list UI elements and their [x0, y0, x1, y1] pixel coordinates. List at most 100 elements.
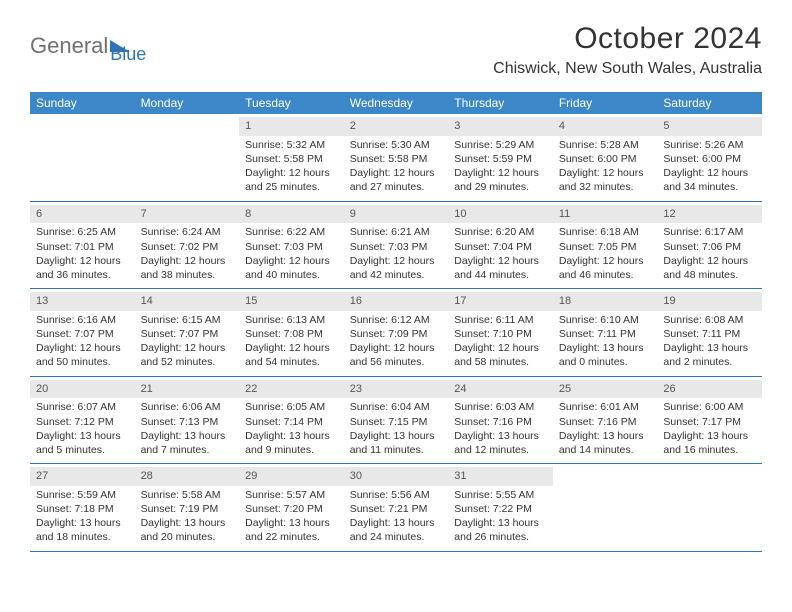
day-daylight2: and 36 minutes.: [36, 268, 129, 282]
day-number: 30: [344, 467, 449, 486]
day-daylight1: Daylight: 12 hours: [663, 254, 756, 268]
day-daylight2: and 9 minutes.: [245, 443, 338, 457]
day-daylight1: Daylight: 13 hours: [141, 516, 234, 530]
day-sunrise: Sunrise: 6:07 AM: [36, 400, 129, 414]
day-number: 1: [239, 117, 344, 136]
location-label: Chiswick, New South Wales, Australia: [493, 60, 762, 78]
day-daylight2: and 48 minutes.: [663, 268, 756, 282]
day-daylight2: and 20 minutes.: [141, 530, 234, 544]
day-sunset: Sunset: 7:05 PM: [559, 240, 652, 254]
day-number: 23: [344, 380, 449, 399]
day-daylight1: Daylight: 12 hours: [245, 341, 338, 355]
day-daylight1: Daylight: 12 hours: [559, 166, 652, 180]
day-number: 5: [657, 117, 762, 136]
day-cell: 3Sunrise: 5:29 AMSunset: 5:59 PMDaylight…: [448, 114, 553, 201]
day-sunset: Sunset: 7:18 PM: [36, 502, 129, 516]
day-daylight1: Daylight: 12 hours: [350, 254, 443, 268]
day-daylight1: Daylight: 13 hours: [663, 341, 756, 355]
day-number: 11: [553, 205, 658, 224]
day-number: 31: [448, 467, 553, 486]
day-sunset: Sunset: 7:10 PM: [454, 327, 547, 341]
day-daylight1: Daylight: 12 hours: [454, 166, 547, 180]
day-cell: 13Sunrise: 6:16 AMSunset: 7:07 PMDayligh…: [30, 289, 135, 376]
day-daylight2: and 29 minutes.: [454, 180, 547, 194]
day-sunset: Sunset: 7:11 PM: [559, 327, 652, 341]
day-number: 25: [553, 380, 658, 399]
day-sunset: Sunset: 7:07 PM: [141, 327, 234, 341]
week-row: 27Sunrise: 5:59 AMSunset: 7:18 PMDayligh…: [30, 464, 762, 552]
day-cell: 21Sunrise: 6:06 AMSunset: 7:13 PMDayligh…: [135, 377, 240, 464]
dayheader-mon: Monday: [135, 92, 240, 114]
day-cell: 20Sunrise: 6:07 AMSunset: 7:12 PMDayligh…: [30, 377, 135, 464]
day-number: 15: [239, 292, 344, 311]
day-sunrise: Sunrise: 6:11 AM: [454, 313, 547, 327]
day-cell: 22Sunrise: 6:05 AMSunset: 7:14 PMDayligh…: [239, 377, 344, 464]
day-cell: 8Sunrise: 6:22 AMSunset: 7:03 PMDaylight…: [239, 202, 344, 289]
day-sunrise: Sunrise: 6:20 AM: [454, 225, 547, 239]
day-sunset: Sunset: 7:01 PM: [36, 240, 129, 254]
day-number: 19: [657, 292, 762, 311]
day-number: 18: [553, 292, 658, 311]
day-sunrise: Sunrise: 5:55 AM: [454, 488, 547, 502]
day-daylight1: Daylight: 13 hours: [36, 516, 129, 530]
day-number: 3: [448, 117, 553, 136]
day-sunrise: Sunrise: 6:21 AM: [350, 225, 443, 239]
day-daylight1: Daylight: 12 hours: [141, 341, 234, 355]
day-daylight1: Daylight: 13 hours: [245, 429, 338, 443]
day-sunrise: Sunrise: 6:04 AM: [350, 400, 443, 414]
day-daylight1: Daylight: 12 hours: [245, 254, 338, 268]
day-daylight1: Daylight: 13 hours: [454, 516, 547, 530]
day-sunset: Sunset: 7:13 PM: [141, 415, 234, 429]
dayheader-fri: Friday: [553, 92, 658, 114]
day-sunset: Sunset: 5:58 PM: [350, 152, 443, 166]
day-sunset: Sunset: 5:58 PM: [245, 152, 338, 166]
logo-text-blue: Blue: [110, 44, 146, 65]
day-sunset: Sunset: 7:15 PM: [350, 415, 443, 429]
day-sunset: Sunset: 7:14 PM: [245, 415, 338, 429]
day-daylight2: and 24 minutes.: [350, 530, 443, 544]
day-sunrise: Sunrise: 6:24 AM: [141, 225, 234, 239]
day-sunrise: Sunrise: 5:26 AM: [663, 138, 756, 152]
week-row: 1Sunrise: 5:32 AMSunset: 5:58 PMDaylight…: [30, 114, 762, 202]
day-daylight2: and 16 minutes.: [663, 443, 756, 457]
day-daylight1: Daylight: 13 hours: [245, 516, 338, 530]
dayheader-sun: Sunday: [30, 92, 135, 114]
day-daylight2: and 27 minutes.: [350, 180, 443, 194]
day-sunset: Sunset: 7:09 PM: [350, 327, 443, 341]
dayheader-thu: Thursday: [448, 92, 553, 114]
day-daylight2: and 42 minutes.: [350, 268, 443, 282]
day-daylight2: and 34 minutes.: [663, 180, 756, 194]
day-daylight1: Daylight: 13 hours: [350, 429, 443, 443]
day-number: 26: [657, 380, 762, 399]
day-daylight1: Daylight: 12 hours: [454, 341, 547, 355]
day-sunrise: Sunrise: 5:30 AM: [350, 138, 443, 152]
day-number: 27: [30, 467, 135, 486]
day-sunrise: Sunrise: 6:13 AM: [245, 313, 338, 327]
day-sunrise: Sunrise: 6:06 AM: [141, 400, 234, 414]
day-cell: 2Sunrise: 5:30 AMSunset: 5:58 PMDaylight…: [344, 114, 449, 201]
day-daylight1: Daylight: 13 hours: [350, 516, 443, 530]
day-sunrise: Sunrise: 5:28 AM: [559, 138, 652, 152]
day-daylight2: and 32 minutes.: [559, 180, 652, 194]
day-number: 4: [553, 117, 658, 136]
day-cell: 28Sunrise: 5:58 AMSunset: 7:19 PMDayligh…: [135, 464, 240, 551]
day-cell: [30, 114, 135, 201]
day-number: 13: [30, 292, 135, 311]
day-daylight1: Daylight: 13 hours: [141, 429, 234, 443]
day-sunset: Sunset: 7:02 PM: [141, 240, 234, 254]
day-daylight2: and 5 minutes.: [36, 443, 129, 457]
day-sunset: Sunset: 7:11 PM: [663, 327, 756, 341]
day-daylight1: Daylight: 12 hours: [350, 341, 443, 355]
day-sunrise: Sunrise: 5:57 AM: [245, 488, 338, 502]
day-sunset: Sunset: 7:07 PM: [36, 327, 129, 341]
day-cell: 12Sunrise: 6:17 AMSunset: 7:06 PMDayligh…: [657, 202, 762, 289]
day-cell: 15Sunrise: 6:13 AMSunset: 7:08 PMDayligh…: [239, 289, 344, 376]
day-sunrise: Sunrise: 5:58 AM: [141, 488, 234, 502]
day-daylight1: Daylight: 13 hours: [559, 429, 652, 443]
week-row: 20Sunrise: 6:07 AMSunset: 7:12 PMDayligh…: [30, 377, 762, 465]
day-daylight1: Daylight: 12 hours: [559, 254, 652, 268]
day-daylight2: and 50 minutes.: [36, 355, 129, 369]
day-daylight1: Daylight: 12 hours: [663, 166, 756, 180]
day-cell: 1Sunrise: 5:32 AMSunset: 5:58 PMDaylight…: [239, 114, 344, 201]
day-sunset: Sunset: 7:19 PM: [141, 502, 234, 516]
